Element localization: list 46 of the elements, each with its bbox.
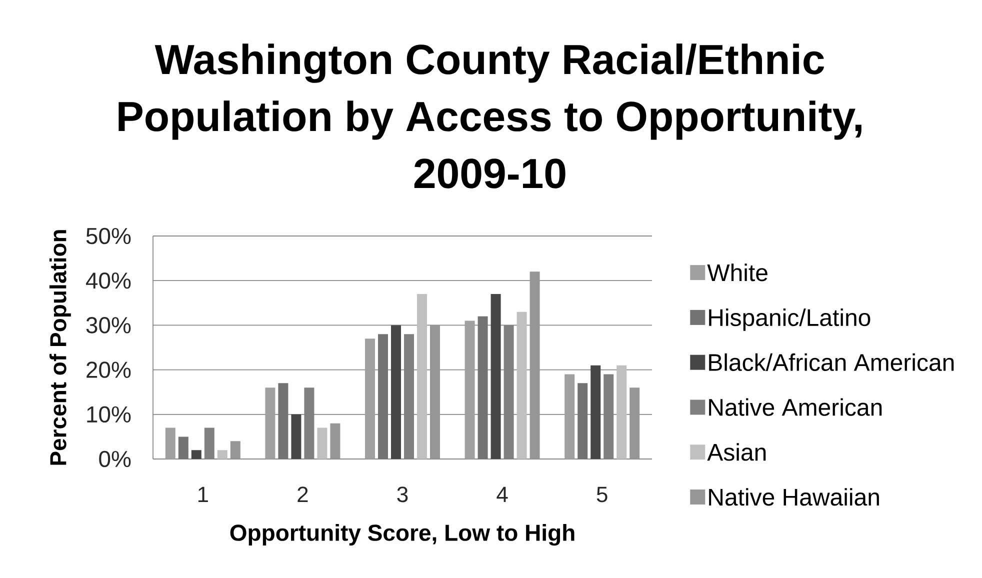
bar [178,436,188,459]
bar [578,383,588,459]
bar [365,338,375,459]
bar [330,423,340,459]
y-tick-label: 20% [86,362,131,378]
legend-label: White [707,264,768,282]
bar [165,428,176,459]
bar [191,450,202,459]
y-tick-label: 40% [86,272,131,289]
bar [417,294,427,459]
bar [291,414,302,459]
bar [278,383,288,459]
legend-label: Hispanic/Latino [709,308,870,331]
y-tick-label: 0% [99,450,131,468]
x-axis-title: Opportunity Score, Low to High [230,524,574,546]
y-axis-title: Percent of Population [49,230,71,465]
bar [265,388,276,459]
bar [564,374,575,459]
bar [391,325,402,459]
legend-label: Black/African American [709,353,954,372]
bar [230,441,240,459]
x-tick-label: 3 [397,486,408,502]
bar [530,272,540,459]
x-tick-label: 2 [298,486,308,502]
bar [430,325,440,459]
bar [516,312,527,459]
bar [204,428,214,459]
x-tick-label: 4 [496,486,508,502]
bar [616,365,627,459]
x-tick-label: 5 [596,486,608,502]
bar [590,365,601,459]
legend-label: Native Hawaiian [709,488,879,506]
legend-label: Asian [707,443,766,461]
legend-label: Native American [709,398,882,416]
bar [490,294,501,459]
y-tick-label: 30% [86,317,131,334]
x-tick-label: 1 [198,486,208,502]
bar [464,320,475,459]
bar [217,450,228,459]
chart-title: Washington County Racial/Ethnic Population by Access to Opportunity, 2009-10 [118,44,862,188]
bar [317,428,328,459]
bar [378,334,388,459]
bar [630,388,640,459]
y-tick-label: 50% [86,228,131,244]
y-tick-label: 10% [87,406,131,423]
bar [478,316,488,459]
